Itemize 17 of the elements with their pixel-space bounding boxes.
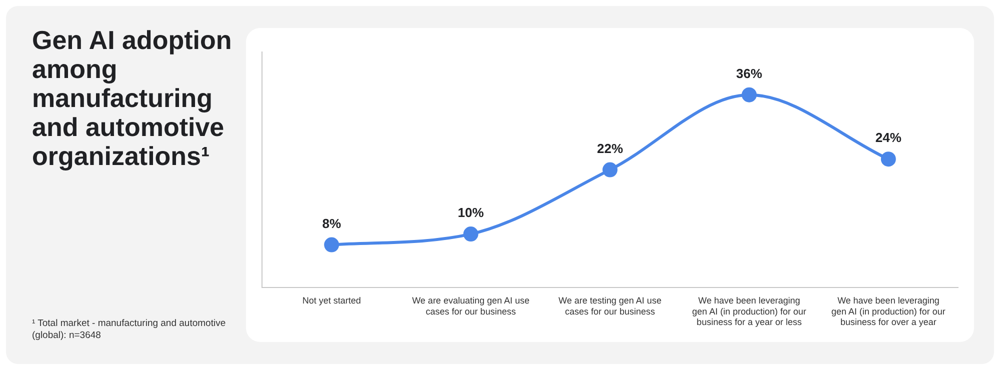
- data-label: 24%: [875, 130, 902, 146]
- point: [602, 162, 618, 178]
- data-label: 8%: [322, 216, 342, 231]
- x-tick-label: Not yet started: [302, 295, 361, 306]
- x-tick-label: We have been leveraging gen AI (in production) for our business for a year or less: [692, 295, 806, 328]
- text: ¹ Total market - manufacturing and automotive (global): n=3648: [32, 318, 227, 342]
- data-label: 22%: [596, 140, 624, 156]
- data-label: 36%: [736, 66, 763, 81]
- x-tick-label: We are evaluating gen AI use cases for our business: [412, 295, 530, 316]
- x-tick-label: We are testing gen AI use cases for our business: [558, 295, 662, 316]
- x-tick-label: We have been leveraging gen AI (in production) for our business for over a year: [831, 295, 946, 328]
- point: [324, 237, 340, 252]
- text: Gen AI adoption among manufacturing and automotive organizations¹: [32, 25, 233, 171]
- point: [742, 87, 757, 102]
- point: [463, 226, 478, 242]
- point: [880, 152, 896, 167]
- data-label: 10%: [458, 205, 484, 220]
